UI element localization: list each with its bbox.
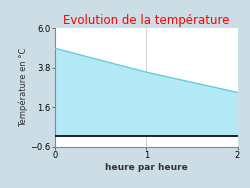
Title: Evolution de la température: Evolution de la température bbox=[63, 14, 230, 27]
X-axis label: heure par heure: heure par heure bbox=[105, 163, 188, 172]
Y-axis label: Température en °C: Température en °C bbox=[18, 48, 28, 127]
